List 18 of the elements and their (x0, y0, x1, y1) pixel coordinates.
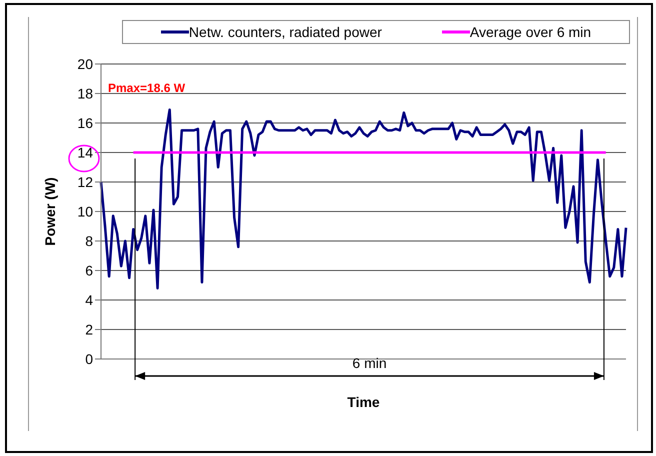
annotation: 6 min (352, 355, 387, 371)
y-tick-label: 2 (85, 321, 94, 338)
x-axis-title: Time (347, 394, 380, 410)
legend-label: Average over 6 min (470, 24, 592, 40)
y-tick-label: 6 (85, 262, 94, 278)
y-axis-title: Power (W) (42, 177, 58, 246)
y-tick-label: 10 (77, 203, 94, 220)
annotation: Pmax=18.6 W (108, 81, 186, 95)
y-tick-label: 4 (85, 292, 94, 308)
y-tick-label: 0 (85, 350, 94, 367)
y-tick-label: 12 (77, 174, 94, 190)
legend-label: Netw. counters, radiated power (188, 24, 382, 40)
y-tick-label: 18 (77, 85, 94, 102)
line-series (100, 108, 628, 290)
y-tick-label: 20 (77, 56, 94, 72)
y-tick-label: 8 (85, 232, 94, 249)
y-tick-label: 16 (77, 114, 94, 131)
y-tick-label: 14 (77, 144, 94, 160)
